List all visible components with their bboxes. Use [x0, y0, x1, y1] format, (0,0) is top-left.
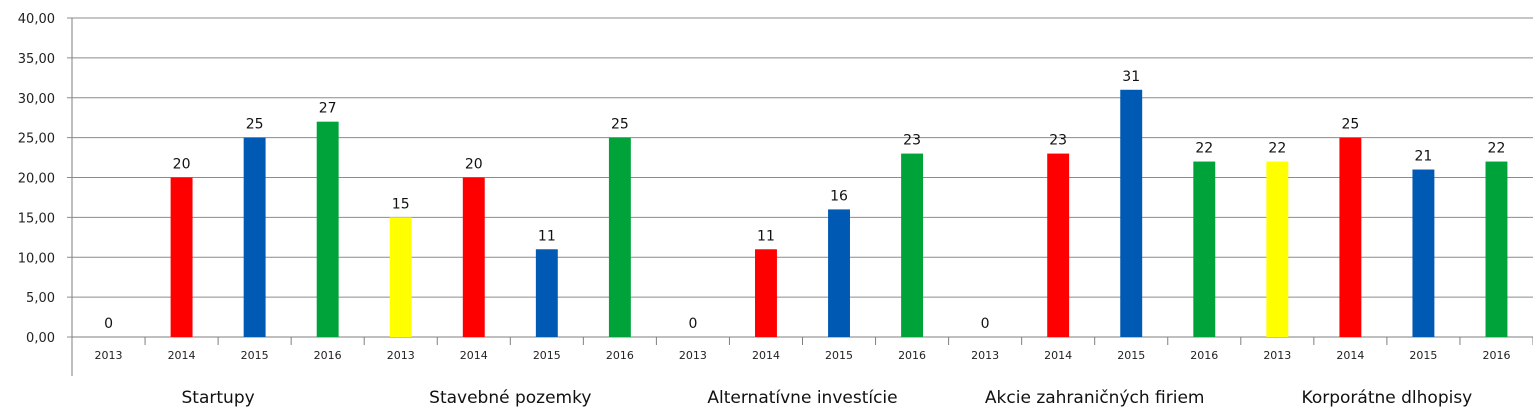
data-label: 11 [538, 228, 556, 244]
y-tick-label: 0,00 [26, 331, 55, 346]
y-tick-label: 40,00 [18, 12, 55, 27]
data-label: 11 [757, 228, 775, 244]
bar [535, 249, 558, 337]
bar [1120, 89, 1143, 338]
group-label: Akcie zahraničných firiem [985, 388, 1205, 408]
x-tick-label: 2014 [752, 349, 780, 362]
data-label: 25 [1341, 117, 1359, 133]
data-label: 0 [104, 316, 113, 332]
group-label: Alternatívne investície [707, 388, 897, 408]
data-label: 20 [465, 157, 483, 173]
group-label: Korporátne dlhopisy [1302, 388, 1473, 408]
y-tick-label: 10,00 [18, 251, 55, 266]
y-tick-label: 5,00 [26, 291, 55, 306]
x-tick-label: 2013 [679, 349, 707, 362]
y-tick-label: 30,00 [18, 92, 55, 107]
data-label: 23 [903, 133, 921, 149]
bar [1485, 161, 1508, 337]
data-label: 22 [1268, 141, 1286, 157]
x-tick-label: 2015 [533, 349, 561, 362]
bar [170, 177, 193, 337]
x-tick-label: 2016 [1482, 349, 1510, 362]
x-tick-label: 2014 [168, 349, 196, 362]
x-tick-label: 2016 [314, 349, 342, 362]
x-tick-label: 2014 [460, 349, 488, 362]
bar [755, 249, 777, 337]
x-tick-label: 2013 [95, 349, 123, 362]
bar [462, 177, 485, 337]
data-label: 0 [981, 316, 990, 332]
data-label: 20 [173, 157, 191, 173]
bar [608, 137, 631, 337]
bar [389, 217, 412, 337]
bar [243, 137, 266, 337]
bar [316, 121, 339, 337]
x-tick-label: 2016 [606, 349, 634, 362]
data-label: 25 [611, 117, 629, 133]
x-tick-label: 2015 [1409, 349, 1437, 362]
data-label: 31 [1122, 69, 1140, 85]
data-label: 21 [1415, 149, 1433, 165]
x-tick-label: 2016 [898, 349, 926, 362]
y-tick-label: 20,00 [18, 172, 55, 187]
y-tick-label: 25,00 [18, 132, 55, 147]
bar [1412, 169, 1435, 337]
bar [901, 153, 924, 337]
bar [1339, 137, 1362, 337]
x-tick-label: 2013 [971, 349, 999, 362]
data-label: 16 [830, 188, 848, 204]
data-label: 22 [1195, 141, 1213, 157]
bar [1266, 161, 1289, 337]
data-label: 27 [319, 101, 337, 117]
x-tick-label: 2013 [1263, 349, 1291, 362]
bar [1193, 161, 1216, 337]
x-tick-label: 2014 [1336, 349, 1364, 362]
x-tick-label: 2013 [387, 349, 415, 362]
y-tick-label: 15,00 [18, 211, 55, 226]
data-label: 23 [1049, 133, 1067, 149]
group-label: Startupy [182, 388, 255, 408]
bar [828, 209, 850, 337]
group-label: Stavebné pozemky [429, 388, 591, 408]
x-tick-label: 2015 [1117, 349, 1145, 362]
data-label: 22 [1488, 141, 1506, 157]
x-tick-label: 2015 [241, 349, 269, 362]
y-tick-label: 35,00 [18, 52, 55, 67]
x-tick-label: 2014 [1044, 349, 1072, 362]
bar [1047, 153, 1070, 337]
data-label: 15 [392, 196, 410, 212]
data-label: 25 [246, 117, 264, 133]
x-tick-label: 2016 [1190, 349, 1218, 362]
x-tick-label: 2015 [825, 349, 853, 362]
data-label: 0 [688, 316, 697, 332]
